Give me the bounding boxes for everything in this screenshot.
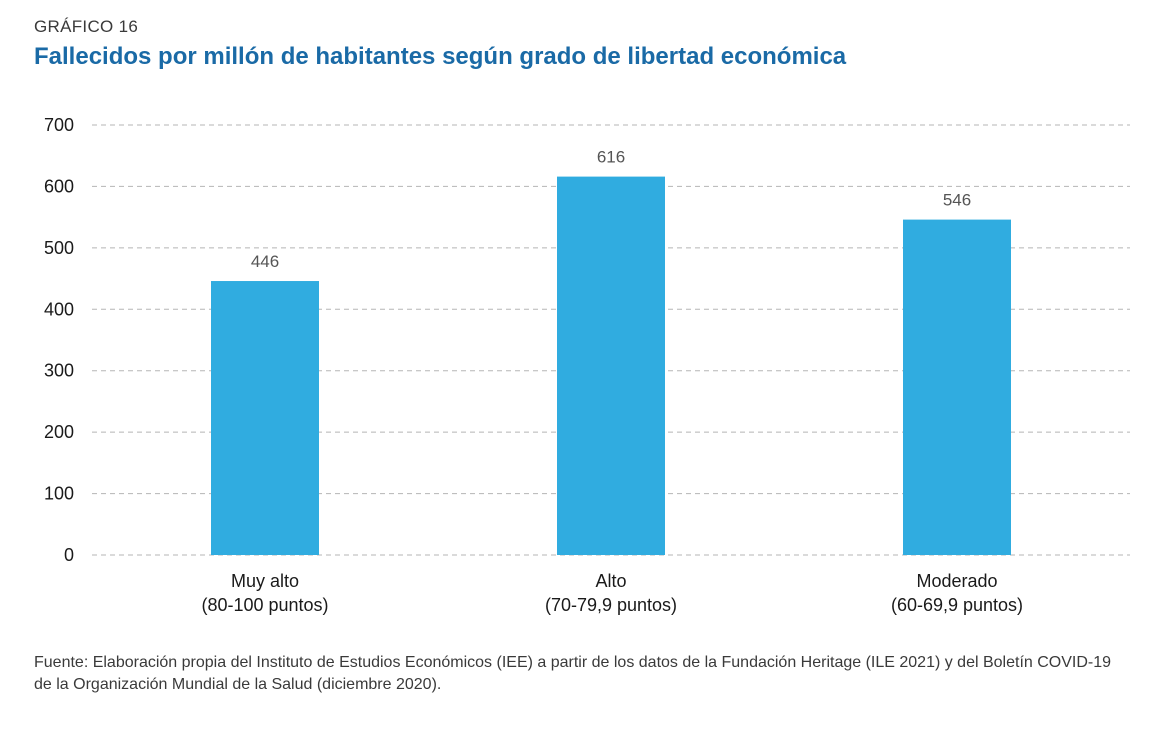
y-tick-label: 0 xyxy=(64,545,74,565)
y-tick-label: 700 xyxy=(44,115,74,135)
bar xyxy=(211,281,319,555)
x-category-label: (60-69,9 puntos) xyxy=(891,595,1023,615)
source-note: Fuente: Elaboración propia del Instituto… xyxy=(34,654,1112,693)
bar xyxy=(903,219,1011,555)
x-category-label: (70-79,9 puntos) xyxy=(545,595,677,615)
y-tick-label: 600 xyxy=(44,176,74,196)
y-tick-label: 100 xyxy=(44,484,74,504)
chart-title: Fallecidos por millón de habitantes segú… xyxy=(34,43,847,70)
y-tick-label: 200 xyxy=(44,422,74,442)
x-category-label: Alto xyxy=(595,571,626,591)
y-tick-label: 400 xyxy=(44,299,74,319)
data-label: 616 xyxy=(597,148,625,167)
y-tick-label: 500 xyxy=(44,238,74,258)
data-label: 546 xyxy=(943,191,971,210)
data-label: 446 xyxy=(251,252,279,271)
x-category-label: Moderado xyxy=(916,571,997,591)
x-category-label: Muy alto xyxy=(231,571,299,591)
x-category-label: (80-100 puntos) xyxy=(201,595,328,615)
bar xyxy=(557,176,665,555)
chart-number: GRÁFICO 16 xyxy=(34,17,139,36)
bar-chart: 0 100 200 300 400 500 600 700 446 Muy alto (80-100… xyxy=(44,115,1130,615)
y-tick-label: 300 xyxy=(44,361,74,381)
